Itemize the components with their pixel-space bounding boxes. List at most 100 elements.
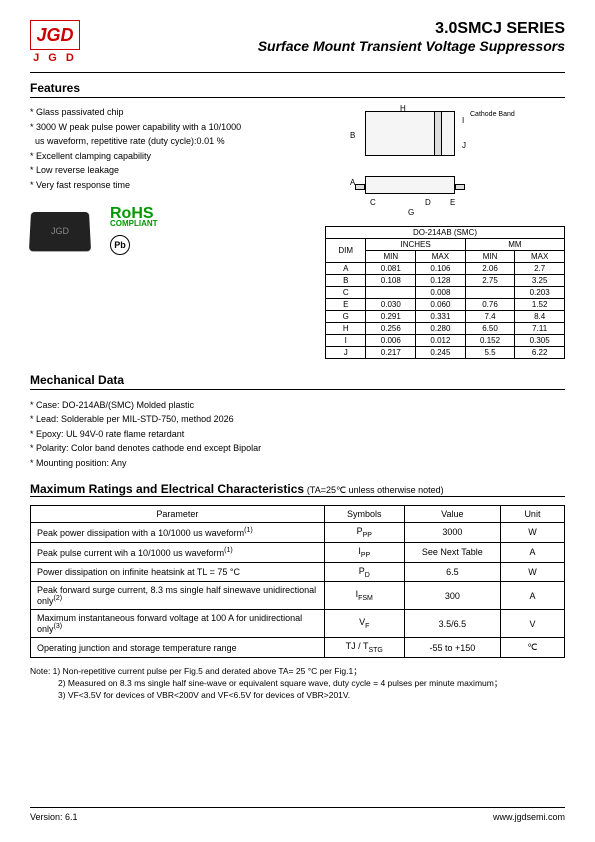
dim-cell: 5.5	[465, 347, 515, 359]
feature-item: * Low reverse leakage	[30, 164, 315, 178]
footer-url: www.jgdsemi.com	[493, 812, 565, 822]
dim-j: J	[462, 141, 466, 150]
dim-a: A	[350, 178, 355, 187]
value-cell: 3000	[404, 522, 500, 542]
dim-col-inches: INCHES	[366, 239, 465, 251]
unit-cell: A	[500, 582, 564, 610]
dim-cell: 8.4	[515, 311, 565, 323]
param-cell: Operating junction and storage temperatu…	[31, 638, 325, 658]
feature-item: * Very fast response time	[30, 179, 315, 193]
ratings-condition: (TA=25℃ unless otherwise noted)	[307, 485, 444, 495]
note-2: 2) Measured on 8.3 ms single half sine-w…	[30, 678, 565, 690]
dim-col-mm: MM	[465, 239, 564, 251]
symbol-cell: PPP	[324, 522, 404, 542]
dim-in-min: MIN	[366, 251, 416, 263]
rohs-text: RoHSCOMPLIANT	[110, 207, 158, 227]
unit-cell: A	[500, 542, 564, 562]
dim-cell: 0.291	[366, 311, 416, 323]
features-right: H B I J Cathode Band A C D E G DO-214AB …	[325, 106, 565, 359]
header-rule	[30, 72, 565, 73]
value-cell: 6.5	[404, 562, 500, 582]
features-list: * Glass passivated chip* 3000 W peak pul…	[30, 106, 315, 192]
dim-table-title: DO-214AB (SMC)	[326, 227, 565, 239]
mechanical-item: * Epoxy: UL 94V-0 rate flame retardant	[30, 427, 565, 441]
dim-g: G	[408, 208, 414, 217]
value-cell: -55 to +150	[404, 638, 500, 658]
dimension-table: DO-214AB (SMC) DIM INCHES MM MIN MAX MIN…	[325, 226, 565, 359]
series-title: 3.0SMCJ SERIES	[258, 20, 565, 38]
pkg-top-view	[365, 111, 455, 156]
dim-row: A0.0810.1062.062.7	[326, 263, 565, 275]
unit-cell: ℃	[500, 638, 564, 658]
unit-cell: W	[500, 562, 564, 582]
col-parameter: Parameter	[31, 505, 325, 522]
title-block: 3.0SMCJ SERIES Surface Mount Transient V…	[258, 20, 565, 54]
rohs-logo: RoHSCOMPLIANT Pb	[110, 207, 158, 255]
dim-cell: 0.030	[366, 299, 416, 311]
dim-cell: 2.06	[465, 263, 515, 275]
dim-cell: 0.106	[416, 263, 466, 275]
page-header: JGD J G D 3.0SMCJ SERIES Surface Mount T…	[30, 20, 565, 64]
dim-cell: G	[326, 311, 366, 323]
dim-mm-min: MIN	[465, 251, 515, 263]
note-3: 3) VF<3.5V for devices of VBR<200V and V…	[30, 690, 565, 702]
mechanical-item: * Mounting position: Any	[30, 456, 565, 470]
mechanical-heading: Mechanical Data	[30, 373, 565, 387]
dim-cell: B	[326, 275, 366, 287]
ratings-row: Power dissipation on infinite heatsink a…	[31, 562, 565, 582]
dim-cell: 0.305	[515, 335, 565, 347]
feature-item: * 3000 W peak pulse power capability wit…	[30, 121, 315, 135]
pkg-lead-right	[455, 184, 465, 190]
dim-cell: 0.108	[366, 275, 416, 287]
col-value: Value	[404, 505, 500, 522]
param-cell: Peak pulse current wih a 10/1000 us wave…	[31, 542, 325, 562]
version-text: Version: 6.1	[30, 812, 78, 822]
dim-cell: 0.006	[366, 335, 416, 347]
dim-cell: 0.012	[416, 335, 466, 347]
logo-mark: JGD	[30, 20, 80, 50]
dim-e: E	[450, 198, 455, 207]
features-left: * Glass passivated chip* 3000 W peak pul…	[30, 106, 315, 359]
dim-h: H	[400, 104, 406, 113]
dim-cell: C	[326, 287, 366, 299]
ratings-row: Operating junction and storage temperatu…	[31, 638, 565, 658]
dim-col-dim: DIM	[326, 239, 366, 263]
dim-row: B0.1080.1282.753.25	[326, 275, 565, 287]
features-heading: Features	[30, 81, 565, 95]
symbol-cell: PD	[324, 562, 404, 582]
dim-i: I	[462, 116, 464, 125]
rohs-block: JGD RoHSCOMPLIANT Pb	[30, 207, 315, 255]
value-cell: See Next Table	[404, 542, 500, 562]
logo-sub: J G D	[33, 52, 77, 64]
dim-cell: 2.75	[465, 275, 515, 287]
dim-row: E0.0300.0600.761.52	[326, 299, 565, 311]
col-symbols: Symbols	[324, 505, 404, 522]
cathode-band	[434, 112, 442, 155]
dim-cell: 0.152	[465, 335, 515, 347]
dim-cell: I	[326, 335, 366, 347]
package-image: JGD	[29, 212, 91, 251]
dim-cell: 0.203	[515, 287, 565, 299]
symbol-cell: IFSM	[324, 582, 404, 610]
pkg-side-view	[365, 176, 455, 194]
unit-cell: V	[500, 610, 564, 638]
value-cell: 3.5/6.5	[404, 610, 500, 638]
dim-row: G0.2910.3317.48.4	[326, 311, 565, 323]
param-cell: Peak power dissipation with a 10/1000 us…	[31, 522, 325, 542]
dim-c: C	[370, 198, 376, 207]
cathode-label: Cathode Band	[470, 111, 515, 118]
notes-block: Note: 1) Non-repetitive current pulse pe…	[30, 666, 565, 702]
feature-item: us waveform, repetitive rate (duty cycle…	[30, 135, 315, 149]
mechanical-item: * Case: DO-214AB/(SMC) Molded plastic	[30, 398, 565, 412]
col-unit: Unit	[500, 505, 564, 522]
dim-mm-max: MAX	[515, 251, 565, 263]
dim-cell	[366, 287, 416, 299]
ratings-heading-row: Maximum Ratings and Electrical Character…	[30, 482, 565, 496]
dim-cell: 0.081	[366, 263, 416, 275]
subtitle: Surface Mount Transient Voltage Suppress…	[258, 38, 565, 54]
ratings-row: Peak power dissipation with a 10/1000 us…	[31, 522, 565, 542]
dim-cell: 0.76	[465, 299, 515, 311]
dim-cell: 0.331	[416, 311, 466, 323]
features-row: * Glass passivated chip* 3000 W peak pul…	[30, 106, 565, 359]
dim-cell: 7.11	[515, 323, 565, 335]
